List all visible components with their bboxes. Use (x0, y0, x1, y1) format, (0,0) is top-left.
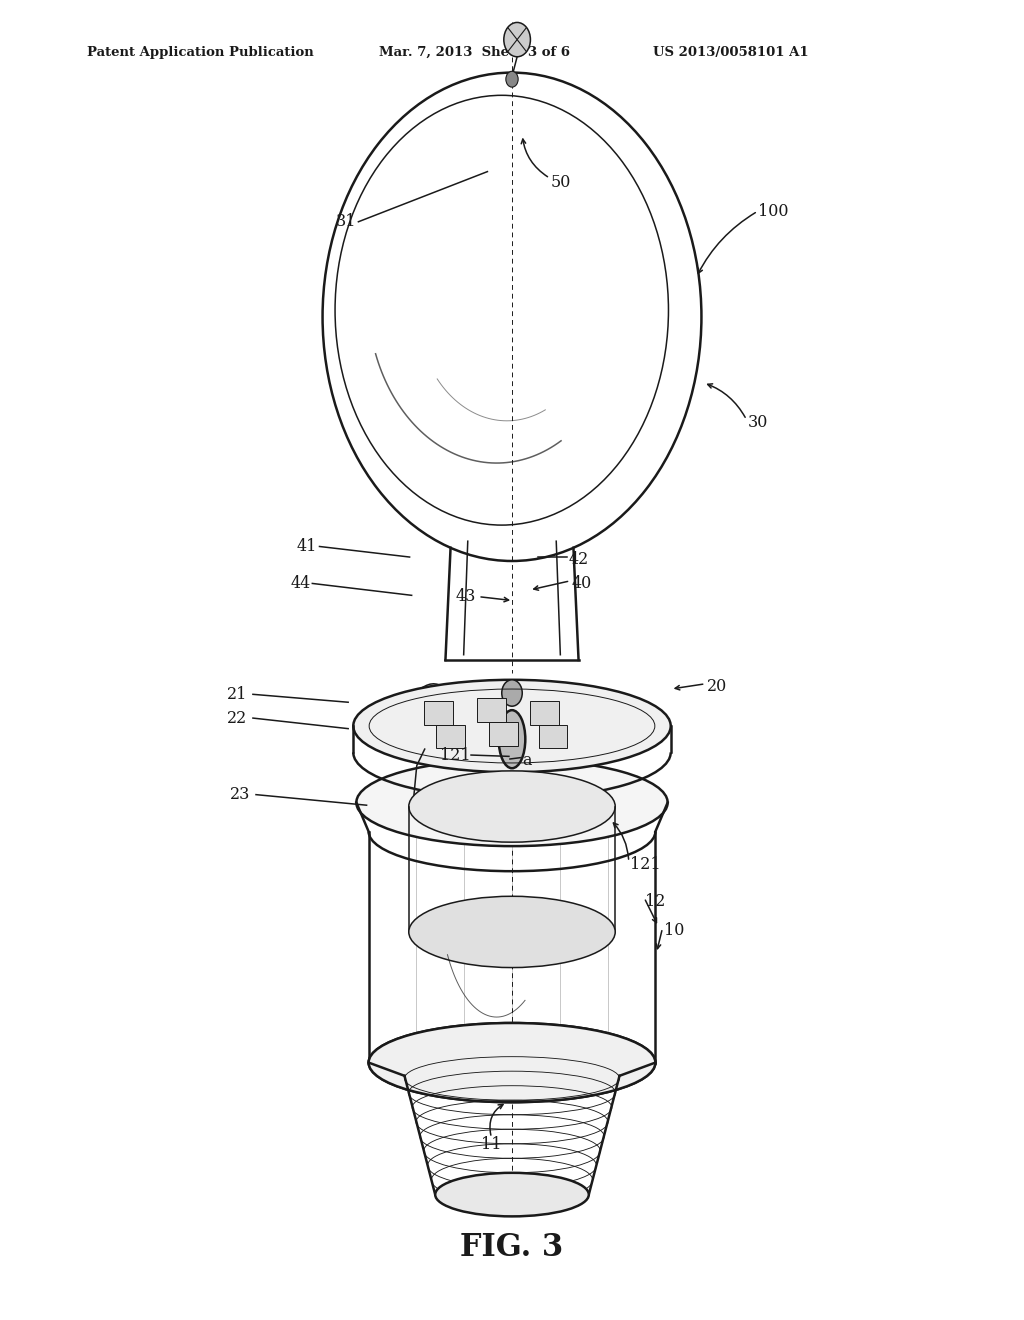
Ellipse shape (369, 1023, 655, 1102)
FancyBboxPatch shape (530, 701, 559, 725)
Ellipse shape (369, 1023, 655, 1102)
Text: 22: 22 (227, 710, 248, 726)
Text: 42: 42 (568, 552, 589, 568)
Text: 121: 121 (440, 747, 471, 763)
Text: 31: 31 (336, 214, 356, 230)
Ellipse shape (353, 680, 671, 772)
Ellipse shape (435, 1172, 589, 1217)
Text: 50: 50 (551, 174, 571, 190)
Text: 43: 43 (456, 589, 476, 605)
Text: 40: 40 (571, 576, 592, 591)
Ellipse shape (409, 896, 615, 968)
Circle shape (504, 22, 530, 57)
FancyBboxPatch shape (489, 722, 518, 746)
Ellipse shape (409, 771, 615, 842)
Text: 23: 23 (230, 787, 251, 803)
Circle shape (502, 680, 522, 706)
Ellipse shape (356, 759, 668, 846)
FancyBboxPatch shape (477, 698, 506, 722)
Text: 21: 21 (227, 686, 248, 702)
Text: 20: 20 (707, 678, 727, 694)
FancyBboxPatch shape (424, 701, 453, 725)
Text: 41: 41 (297, 539, 317, 554)
Text: 12: 12 (645, 894, 666, 909)
Text: Patent Application Publication: Patent Application Publication (87, 46, 313, 59)
Text: 11: 11 (481, 1137, 502, 1152)
Text: 100: 100 (758, 203, 788, 219)
Text: Mar. 7, 2013  Sheet 3 of 6: Mar. 7, 2013 Sheet 3 of 6 (379, 46, 570, 59)
Text: a: a (522, 752, 531, 768)
Text: 30: 30 (748, 414, 768, 430)
Text: 44: 44 (291, 576, 311, 591)
Text: US 2013/0058101 A1: US 2013/0058101 A1 (653, 46, 809, 59)
Text: FIG. 3: FIG. 3 (461, 1232, 563, 1263)
FancyBboxPatch shape (436, 725, 465, 748)
FancyBboxPatch shape (539, 725, 567, 748)
Circle shape (506, 71, 518, 87)
Text: 121: 121 (630, 857, 660, 873)
Ellipse shape (499, 710, 525, 768)
Text: 10: 10 (664, 923, 684, 939)
